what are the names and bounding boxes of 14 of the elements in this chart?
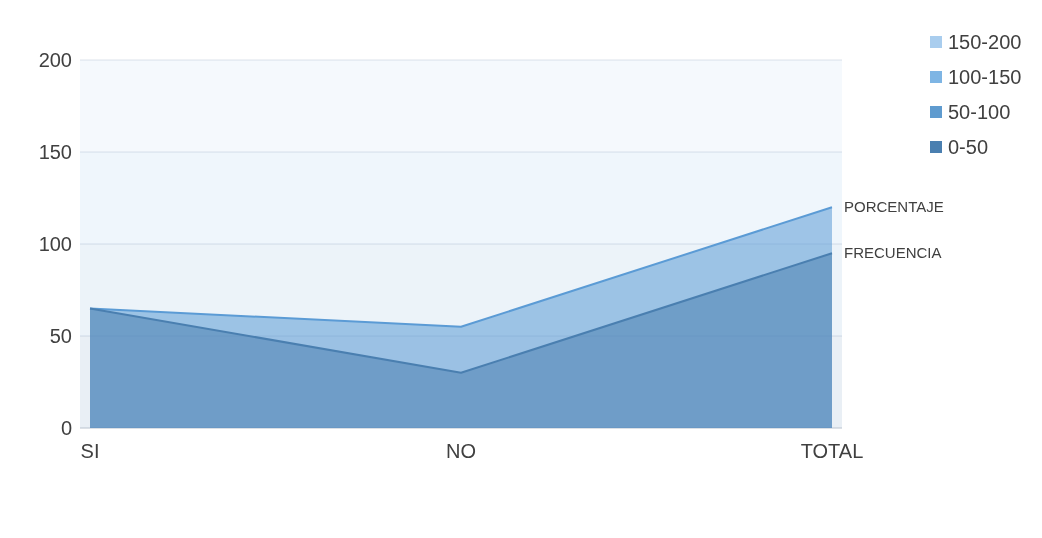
legend-label: 150-200	[948, 31, 1022, 53]
y-tick-label: 0	[60, 417, 72, 439]
series-label: PORCENTAJE	[844, 198, 944, 216]
legend-label: 100-150	[948, 66, 1022, 88]
series-label: FRECUENCIA	[844, 244, 942, 262]
y-tick-label: 50	[49, 325, 72, 347]
x-tick-label: NO	[446, 440, 476, 462]
legend-label: 50-100	[948, 101, 1011, 123]
y-tick-label: 200	[38, 49, 72, 71]
x-tick-label: SI	[80, 440, 100, 462]
y-tick-label: 100	[38, 233, 72, 255]
y-tick-label: 150	[38, 141, 72, 163]
legend-label: 0-50	[948, 136, 989, 158]
x-tick-label: TOTAL	[800, 440, 864, 462]
